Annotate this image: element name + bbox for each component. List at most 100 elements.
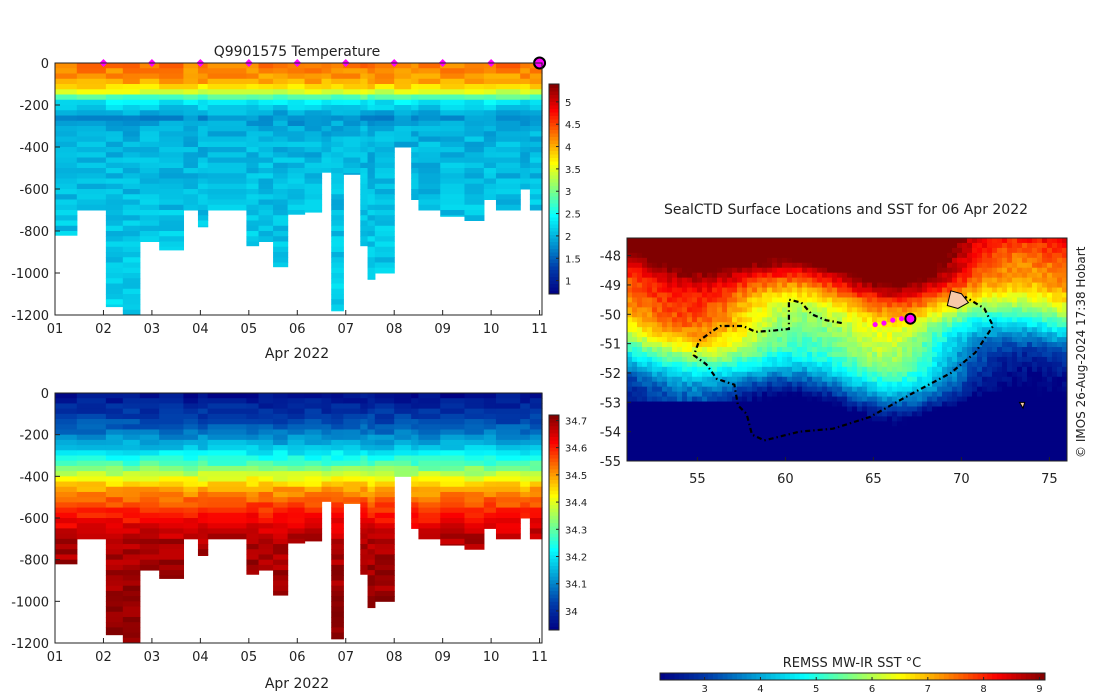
sst-cell [872, 302, 878, 308]
section-cell [374, 189, 395, 195]
sst-cell [872, 327, 878, 333]
section-cell [529, 178, 543, 185]
sst-cell [892, 366, 898, 373]
section-cell [367, 120, 376, 127]
sst-cell [1022, 297, 1028, 304]
sst-cell [717, 332, 723, 338]
x-tick-label: 01 [47, 650, 64, 665]
sst-cell [892, 327, 898, 333]
sst-cell [867, 322, 873, 328]
sst-cell [707, 242, 713, 249]
section-cell [258, 486, 274, 493]
sst-cell [1052, 317, 1058, 323]
section-cell [411, 78, 420, 85]
section-cell [360, 564, 369, 571]
sst-cell [782, 332, 788, 338]
sst-cell [722, 337, 728, 343]
section-cell [304, 78, 323, 85]
sst-cell [697, 292, 703, 299]
section-cell [367, 220, 376, 227]
sst-cell [837, 376, 843, 383]
sst-cell [817, 242, 823, 249]
section-cell [418, 178, 441, 185]
section-cell [183, 439, 199, 446]
section-cell [529, 512, 543, 519]
section-cell [287, 403, 306, 410]
sst-cell [652, 297, 658, 304]
section-cell [273, 570, 289, 576]
section-cell [464, 78, 485, 85]
sst-cell [812, 327, 818, 333]
sst-cell [912, 381, 918, 388]
sst-cell [982, 396, 988, 403]
sst-cell [942, 302, 948, 308]
sst-cell [962, 337, 968, 343]
section-cell [520, 94, 531, 101]
sst-cell [942, 272, 948, 279]
section-cell [183, 413, 199, 420]
sst-cell [697, 287, 703, 294]
section-cell [483, 94, 497, 101]
sst-cell [727, 302, 733, 308]
section-cell [304, 398, 323, 404]
section-cell [76, 398, 107, 404]
sst-cell [807, 262, 813, 269]
sst-cell [657, 337, 663, 343]
section-cell [360, 398, 369, 404]
sst-cell [652, 337, 658, 343]
sst-cell [1017, 238, 1023, 244]
section-cell [183, 178, 199, 185]
sst-cell [787, 238, 793, 244]
sst-cell [837, 277, 843, 284]
section-cell [55, 94, 78, 101]
section-cell [367, 257, 376, 263]
section-cell [321, 398, 332, 404]
sst-cell [917, 327, 923, 333]
sst-cell [747, 287, 753, 294]
sst-cell [697, 252, 703, 259]
section-cell [529, 419, 543, 425]
sst-cell [952, 361, 958, 368]
sst-cell [902, 391, 908, 398]
sst-cell [692, 297, 698, 304]
sst-cell [967, 247, 973, 254]
colorbar-segment [549, 287, 559, 291]
section-cell [440, 518, 466, 524]
sst-cell [1032, 342, 1038, 348]
sst-cell [897, 366, 903, 373]
sst-cell [862, 366, 868, 373]
sst-cell [842, 297, 848, 304]
sst-cell [712, 238, 718, 244]
section-cell [76, 528, 107, 535]
sst-cell [642, 327, 648, 333]
section-cell [367, 199, 376, 206]
section-cell [411, 408, 420, 415]
sst-cell [877, 396, 883, 403]
sst-cell [897, 267, 903, 274]
section-cell [529, 497, 543, 503]
section-cell [273, 105, 289, 111]
sst-cell [867, 332, 873, 338]
sst-cell [1042, 292, 1048, 299]
sst-cell [1017, 356, 1023, 363]
section-cell [321, 424, 332, 430]
sst-cell [832, 322, 838, 328]
section-cell [76, 89, 107, 95]
sst-cell [727, 307, 733, 313]
section-cell [246, 220, 260, 227]
sst-cell [952, 317, 958, 323]
section-cell [197, 502, 209, 509]
section-cell [273, 408, 289, 415]
sst-cell [762, 247, 768, 254]
sst-cell [742, 342, 748, 348]
sst-cell [812, 386, 818, 393]
sst-cell [1032, 391, 1038, 398]
section-cell [440, 434, 466, 441]
section-cell [440, 68, 466, 74]
section-cell [105, 273, 124, 279]
section-cell [55, 173, 78, 179]
sst-cell [647, 337, 653, 343]
sst-cell [952, 332, 958, 338]
section-cell [159, 476, 185, 483]
section-cell [374, 147, 395, 153]
